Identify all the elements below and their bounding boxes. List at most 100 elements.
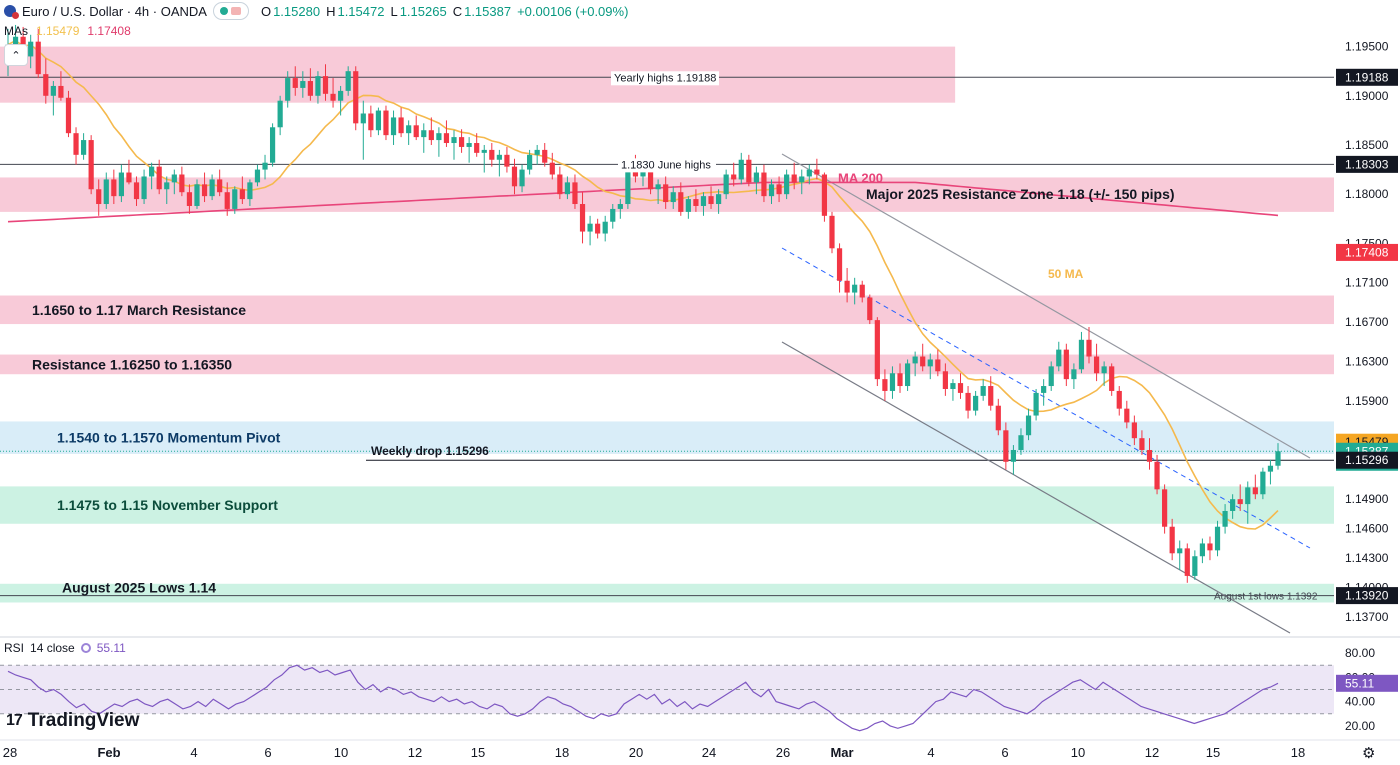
tradingview-brand[interactable]: 17 TradingView bbox=[6, 710, 139, 732]
candle-body bbox=[1116, 390, 1122, 409]
candle bbox=[1275, 443, 1281, 470]
candle bbox=[1048, 361, 1054, 391]
candle-body bbox=[587, 223, 593, 232]
gear-icon[interactable]: ⚙ bbox=[1362, 745, 1376, 762]
collapse-legend-button[interactable]: ⌃ bbox=[4, 44, 28, 66]
price-badge-label: 1.15296 bbox=[1345, 453, 1389, 467]
candle bbox=[1139, 430, 1145, 455]
candle-body bbox=[1177, 548, 1183, 554]
candle bbox=[481, 144, 487, 173]
mas-label[interactable]: MAs bbox=[4, 24, 28, 38]
candle-body bbox=[398, 117, 404, 134]
candle bbox=[874, 317, 880, 387]
candle bbox=[398, 107, 404, 138]
candle-body bbox=[1041, 386, 1047, 393]
label-november-support: 1.1475 to 1.15 November Support bbox=[57, 497, 278, 513]
candle bbox=[285, 71, 291, 108]
candle-body bbox=[300, 81, 306, 88]
ohlc-key-o: O bbox=[260, 3, 272, 19]
candle-body bbox=[617, 204, 623, 209]
symbol-title[interactable]: Euro / U.S. Dollar · 4h · OANDA bbox=[22, 3, 207, 19]
label-june-highs-bg bbox=[618, 158, 716, 173]
candle bbox=[277, 95, 283, 136]
candle-body bbox=[345, 71, 351, 91]
candle bbox=[579, 192, 586, 244]
candle bbox=[897, 363, 903, 393]
candle-body bbox=[942, 371, 948, 389]
candle bbox=[814, 158, 820, 180]
time-tick-label: 26 bbox=[776, 745, 790, 760]
candle bbox=[935, 349, 941, 377]
candle-body bbox=[224, 192, 230, 209]
time-tick-label: 24 bbox=[702, 745, 716, 760]
market-open-icon bbox=[220, 7, 229, 15]
candle-body bbox=[489, 149, 495, 160]
candle bbox=[330, 78, 336, 108]
candle-body bbox=[1025, 415, 1032, 436]
candle bbox=[96, 179, 102, 216]
price-badge-label: 1.13920 bbox=[1345, 589, 1389, 603]
momentum-pivot-zone bbox=[0, 421, 1334, 454]
candle bbox=[1109, 363, 1115, 396]
price-tick-label: 1.19500 bbox=[1345, 40, 1389, 54]
candle-body bbox=[625, 166, 631, 205]
time-tick-label: 12 bbox=[1145, 745, 1159, 760]
candle-body bbox=[685, 199, 691, 212]
candle bbox=[723, 169, 729, 200]
price-badge-level-dark: 1.13920 bbox=[1336, 587, 1398, 605]
candle-body bbox=[277, 100, 283, 128]
candle bbox=[655, 179, 661, 205]
candle-body bbox=[1086, 339, 1092, 357]
candle-body bbox=[1267, 465, 1274, 472]
rsi-label[interactable]: RSI bbox=[4, 641, 25, 655]
candle bbox=[904, 359, 911, 391]
candle bbox=[489, 143, 495, 167]
rsi-badge-label: 55.11 bbox=[1345, 676, 1374, 690]
candle-body bbox=[882, 379, 888, 391]
market-status-pill[interactable] bbox=[212, 2, 249, 20]
candle bbox=[103, 172, 109, 209]
candle-body bbox=[791, 174, 797, 183]
label-june-highs: 1.1830 June highs bbox=[621, 159, 711, 171]
candle-body bbox=[96, 189, 102, 205]
candle bbox=[247, 179, 253, 206]
ohlc-value-h: 1.15472 bbox=[337, 3, 385, 19]
candle bbox=[572, 174, 578, 209]
time-tick-label: 12 bbox=[408, 745, 422, 760]
candle bbox=[443, 120, 450, 147]
candle bbox=[421, 123, 427, 153]
candle bbox=[768, 179, 775, 205]
candle bbox=[368, 105, 374, 138]
candle bbox=[519, 164, 525, 193]
candle-body bbox=[738, 159, 744, 180]
candle bbox=[428, 117, 434, 145]
candle bbox=[1116, 386, 1122, 416]
candle bbox=[1184, 543, 1190, 583]
rsi-settings-icon[interactable] bbox=[80, 643, 91, 653]
candle-body bbox=[474, 143, 480, 153]
candle bbox=[882, 369, 888, 401]
candle-body bbox=[481, 149, 487, 153]
candle-body bbox=[746, 159, 752, 183]
ma-legend: MAs 1.15479 1.17408 bbox=[4, 24, 131, 38]
candle-body bbox=[209, 179, 215, 197]
candle-body bbox=[542, 149, 548, 163]
ma50-line bbox=[7, 39, 1279, 530]
price-tick-label: 1.19000 bbox=[1345, 89, 1389, 103]
candle bbox=[35, 28, 41, 79]
candle bbox=[1199, 538, 1206, 564]
candle bbox=[1207, 536, 1213, 561]
candle bbox=[1146, 438, 1153, 470]
candle-body bbox=[814, 169, 820, 175]
candle-body bbox=[262, 162, 268, 170]
candle-body bbox=[1139, 438, 1145, 450]
candle-body bbox=[50, 85, 56, 96]
candle bbox=[194, 179, 200, 209]
candle bbox=[950, 379, 956, 401]
candle-body bbox=[1003, 430, 1009, 462]
price-zones bbox=[0, 46, 1334, 603]
candle-body bbox=[572, 182, 578, 205]
rsi-value: 55.11 bbox=[96, 641, 126, 655]
price-badge-level: 1.18303 bbox=[1336, 155, 1398, 173]
